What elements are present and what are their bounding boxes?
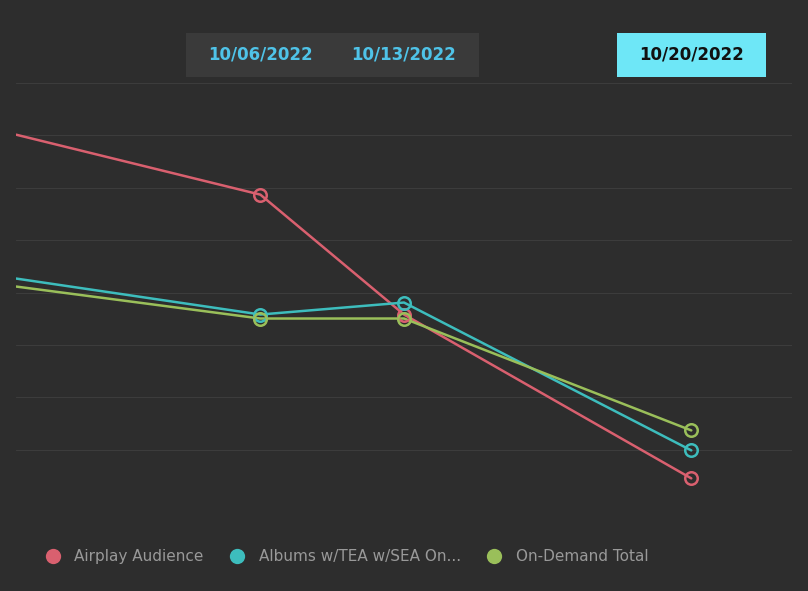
Text: 10/13/2022: 10/13/2022 [351, 46, 457, 64]
Text: 10/06/2022: 10/06/2022 [208, 46, 313, 64]
Text: 10/20/2022: 10/20/2022 [639, 46, 743, 64]
Legend: Airplay Audience, Albums w/TEA w/SEA On..., On-Demand Total: Airplay Audience, Albums w/TEA w/SEA On.… [32, 543, 654, 570]
